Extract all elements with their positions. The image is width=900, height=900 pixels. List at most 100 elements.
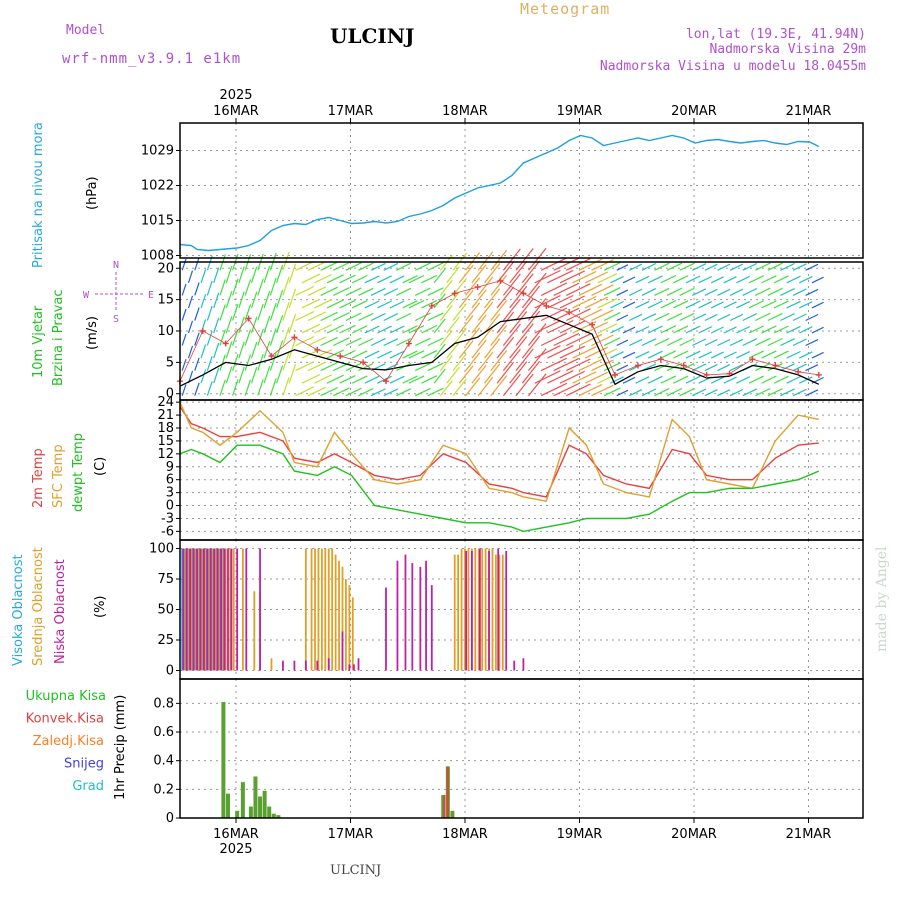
year-bottom: 2025 bbox=[219, 842, 252, 857]
y-tick-label: 0 bbox=[166, 811, 174, 826]
conv-precip-bar bbox=[443, 795, 446, 818]
wind-arrow bbox=[490, 249, 508, 271]
year-top: 2025 bbox=[219, 88, 252, 103]
wind-arrow bbox=[704, 313, 718, 322]
x-tick-label-bottom: 17MAR bbox=[328, 827, 374, 842]
wind-arrow bbox=[187, 295, 194, 309]
wind-arrow bbox=[710, 326, 724, 334]
wind-arrow bbox=[666, 262, 683, 271]
y-tick-label: 0.4 bbox=[153, 754, 174, 769]
y-tick-label: 6 bbox=[166, 473, 174, 488]
wind-arrow bbox=[244, 329, 252, 346]
wind-arrow bbox=[736, 376, 751, 384]
wind-arrow bbox=[301, 323, 321, 334]
x-tick-label-top: 18MAR bbox=[442, 104, 488, 119]
wind-arrow bbox=[610, 275, 624, 284]
wind-arrow bbox=[528, 373, 547, 397]
wind-arrow bbox=[408, 274, 425, 284]
wind-arrow bbox=[477, 326, 494, 346]
wind-arrow bbox=[635, 376, 650, 384]
wind-arrow bbox=[250, 341, 258, 359]
wind-arrow bbox=[767, 388, 783, 397]
wind-arrow bbox=[219, 304, 226, 321]
wind-arrow bbox=[736, 275, 751, 284]
wind-arrow bbox=[496, 361, 515, 384]
x-tick-label-bottom: 19MAR bbox=[557, 827, 603, 842]
x-tick-label-top: 20MAR bbox=[671, 104, 717, 119]
precip-legend: Ukupna Kisa Konvek.Kisa Zaledj.Kisa Snijeg G… bbox=[26, 689, 106, 794]
wind-arrow bbox=[723, 351, 737, 359]
wind-arrow bbox=[610, 326, 624, 334]
chart-marks bbox=[176, 134, 863, 819]
wind-arrow bbox=[547, 269, 574, 284]
wind-arrow bbox=[717, 364, 731, 372]
wind-arrow bbox=[755, 387, 771, 397]
wind-arrow bbox=[326, 324, 344, 334]
wind-arrow bbox=[471, 339, 487, 359]
wind-arrow bbox=[679, 287, 695, 296]
wind-arrow bbox=[452, 378, 467, 397]
axis-ticks: 100810151022102905101520-6-3036912151821… bbox=[141, 88, 831, 857]
wind-arrow bbox=[439, 330, 453, 346]
wind-arrow bbox=[364, 375, 380, 384]
wind-arrow bbox=[578, 384, 603, 397]
y-tick-label: 0 bbox=[166, 663, 174, 678]
wind-arrow bbox=[490, 350, 508, 371]
y-tick-label: 75 bbox=[157, 572, 174, 587]
wind-arrow bbox=[301, 298, 321, 309]
wind-arrow bbox=[301, 373, 321, 384]
wind-arrow bbox=[515, 323, 534, 346]
wind-arrow bbox=[257, 278, 264, 296]
wind-arrow bbox=[578, 358, 603, 372]
panel-frames bbox=[179, 122, 864, 819]
wind-arrow bbox=[484, 363, 501, 384]
wind-arrow bbox=[295, 260, 315, 271]
dew-label: dewpt Temp bbox=[71, 433, 86, 512]
wind-arrow bbox=[528, 247, 547, 271]
wind-arrow bbox=[647, 325, 663, 334]
wind-arrow bbox=[736, 300, 751, 309]
wind-arrow bbox=[685, 375, 701, 384]
wind-arrow bbox=[679, 262, 695, 271]
wind-arrow bbox=[345, 312, 362, 322]
wind-arrow bbox=[767, 312, 783, 322]
wind-arrow bbox=[629, 389, 643, 397]
wind-arrow bbox=[666, 312, 683, 322]
wind-arrow bbox=[692, 288, 707, 296]
compass-e: E bbox=[148, 290, 154, 301]
wind-arrow bbox=[213, 292, 220, 309]
wind-arrow bbox=[194, 357, 200, 371]
wind-arrow bbox=[427, 337, 444, 347]
y-tick-label: 50 bbox=[157, 603, 174, 618]
wind-arrow bbox=[566, 283, 591, 296]
wind-arrow bbox=[559, 295, 585, 309]
precip-bar bbox=[240, 782, 245, 818]
y-tick-label: 10 bbox=[157, 324, 174, 339]
wind-arrow bbox=[490, 274, 508, 296]
wind-arrow bbox=[181, 333, 187, 346]
wind-arrow bbox=[805, 288, 819, 296]
wind-arrow bbox=[540, 382, 568, 397]
wind-arrow bbox=[383, 262, 399, 271]
wind-arrow bbox=[521, 260, 541, 284]
wind-arrow bbox=[603, 387, 621, 397]
wind-arrow bbox=[692, 363, 707, 372]
wind-arrow bbox=[742, 287, 758, 296]
wind-arrow bbox=[629, 313, 643, 322]
wind-arrow bbox=[370, 388, 386, 397]
precip-unit: 1hr Precip (mm) bbox=[113, 695, 128, 800]
y-tick-label: 0 bbox=[166, 387, 174, 402]
wind-arrow bbox=[263, 315, 271, 334]
wind-arrow bbox=[351, 274, 368, 284]
wind-arrow bbox=[320, 311, 338, 322]
wind-arrow bbox=[288, 288, 297, 309]
y-tick-label: 1029 bbox=[141, 144, 174, 159]
wind-arrow bbox=[339, 299, 356, 309]
wind-arrow bbox=[213, 367, 220, 384]
wind-arrow bbox=[547, 370, 574, 384]
wind-arrow bbox=[377, 275, 392, 284]
wind-arrow bbox=[805, 389, 819, 397]
compass-rose: N W S E bbox=[83, 260, 154, 325]
wind-arrow bbox=[692, 338, 707, 347]
wind-arrow bbox=[584, 271, 608, 284]
